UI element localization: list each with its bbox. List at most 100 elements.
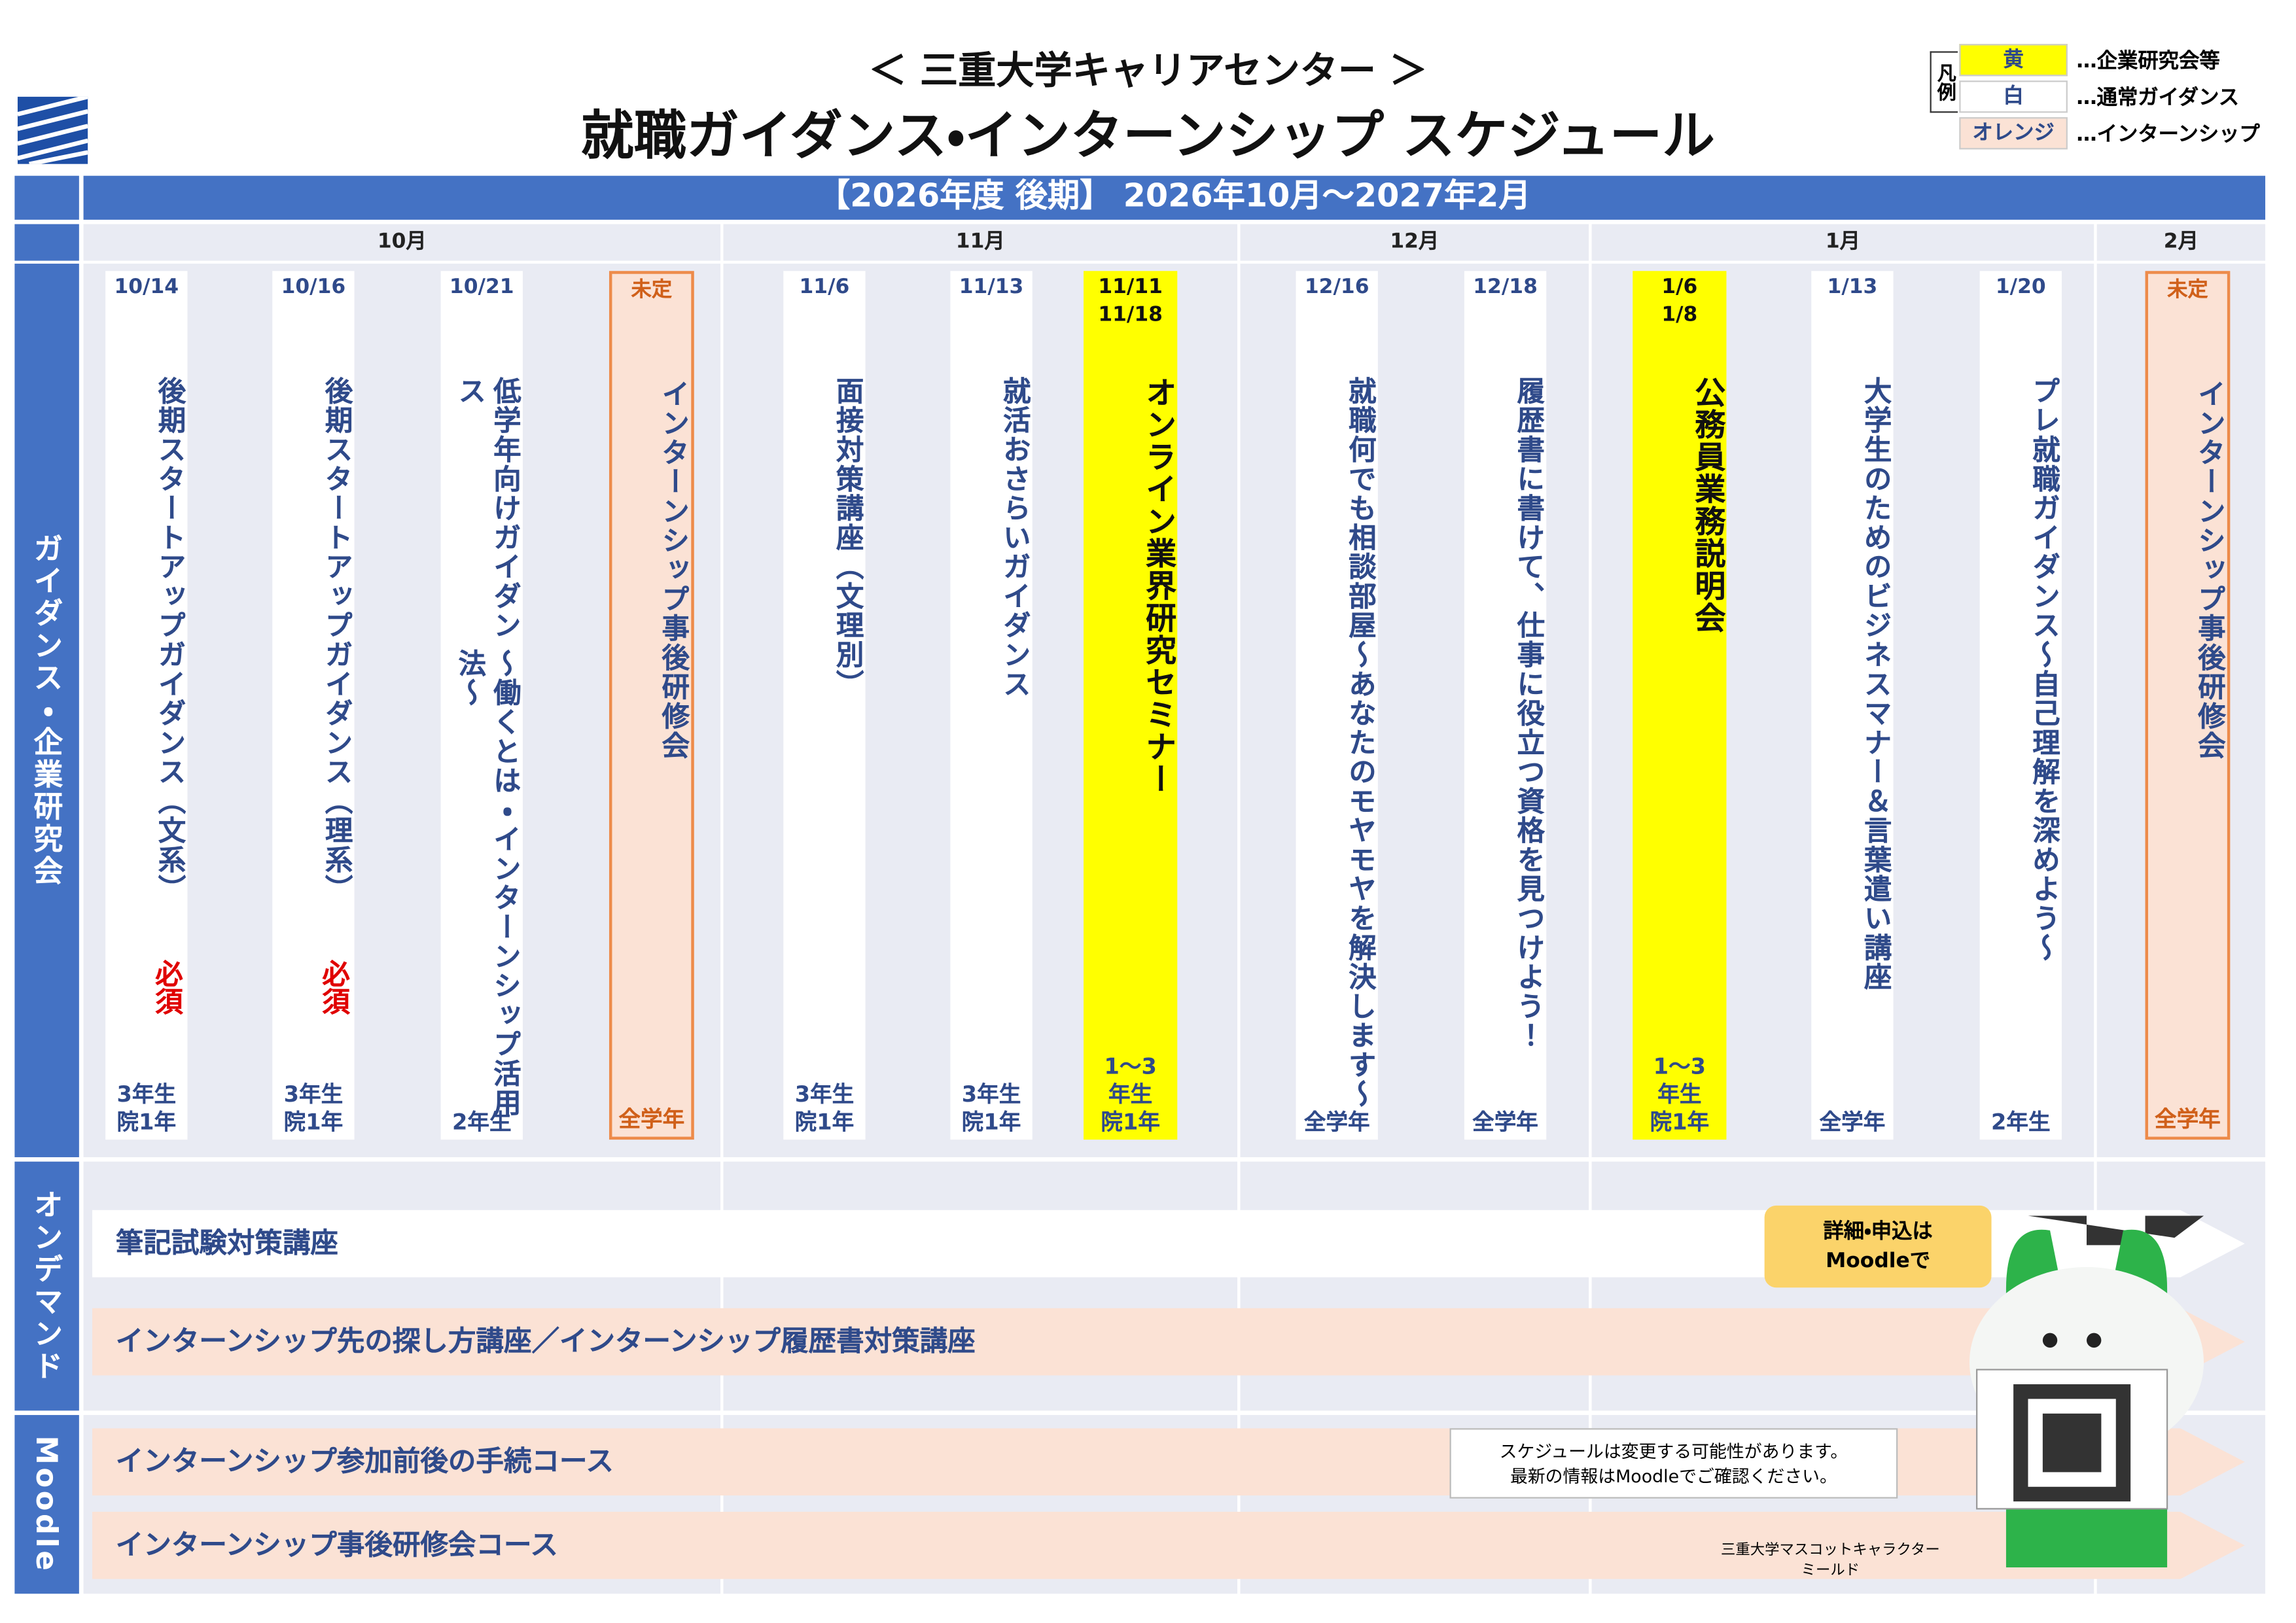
event-target: 全学年 (2148, 1106, 2227, 1134)
event-date: 11/11 11/18 (1084, 274, 1177, 330)
event-date: 1/20 (1980, 274, 2062, 302)
event-title: 面接対策講座（文理別） (783, 376, 865, 699)
target-line: 院1年 (1650, 1109, 1710, 1136)
moodle-course: インターンシップ参加前後の手続コース (92, 1428, 2245, 1496)
ondemand-course: インターンシップ先の探し方講座／インターンシップ履歴書対策講座 (92, 1308, 2245, 1376)
event-target: 3年生 院1年 (950, 1081, 1032, 1137)
target-line: 全学年 (618, 1106, 685, 1132)
event-card: 11/13 就活おさらいガイダンス 3年生 院1年 (950, 271, 1033, 1140)
legend-item: 白 …通常ガイダンス (1959, 78, 2259, 114)
legend-swatch: 白 (1959, 80, 2068, 113)
title-line: ～あなたのモヤモヤを解決します～ (1344, 640, 1377, 1109)
month: 1月 (1591, 224, 2094, 261)
event-target: 全学年 (1464, 1109, 1546, 1137)
target-line: 全学年 (1303, 1109, 1370, 1136)
event-target: 全学年 (1296, 1109, 1378, 1137)
event-title: インターンシップ事後研修会 (612, 379, 691, 760)
title-line: ～自己理解を深めよう～ (2028, 640, 2060, 963)
date-line: 1/8 (1661, 303, 1698, 327)
target-line: 院1年 (283, 1109, 344, 1136)
section-label: Moodle (14, 1415, 79, 1594)
event-target: 3年生 院1年 (783, 1081, 865, 1137)
event-card: 10/21 低学年向けガイダンス ～働くとは・インターンシップ活用法～ 2年生 (440, 271, 523, 1140)
event-date: 未定 (612, 277, 691, 305)
event-card: 11/11 11/18 オンライン業界研究セミナー 1～3 年生 院1年 (1084, 271, 1178, 1140)
mascot (1969, 1215, 2204, 1567)
event-target: 全学年 (1811, 1109, 1893, 1137)
target-line: 3年生 (961, 1081, 1021, 1108)
event-title: 公務員業務説明会 (1633, 376, 1727, 635)
event-date: 11/6 (783, 274, 865, 302)
caption-line: ミールド (1801, 1563, 1860, 1579)
title-line: 就活おさらいガイダンス (998, 376, 1031, 699)
event-target: 2年生 (441, 1109, 523, 1137)
target-line: 院1年 (116, 1109, 177, 1136)
date-line: 1/20 (1995, 275, 2046, 299)
event-title: 後期スタートアップガイダンス（文系） (105, 376, 187, 903)
target-line: 2年生 (452, 1109, 512, 1136)
period: 【2026年度 後期】 2026年10月～2027年2月 (83, 175, 2266, 220)
event-target: 3年生 院1年 (105, 1081, 187, 1137)
date-line: 11/18 (1098, 303, 1163, 327)
notice-line: スケジュールは変更する可能性があります。 (1499, 1441, 1848, 1462)
event-date: 10/16 (272, 274, 354, 302)
date-line: 12/16 (1304, 275, 1369, 299)
title-line: 後期スタートアップガイダンス（文系） (153, 376, 186, 904)
event-date: 12/18 (1464, 274, 1546, 302)
legend-desc: …インターンシップ (2076, 122, 2260, 146)
moodle-course: インターンシップ事後研修会コース (92, 1511, 2245, 1579)
legend-label: 凡例 (1930, 51, 1958, 113)
event-date: 未定 (2148, 277, 2227, 305)
event-card: 12/16 就職何でも相談部屋 ～あなたのモヤモヤを解決します～ 全学年 (1296, 271, 1378, 1140)
date-line: 10/14 (114, 275, 179, 299)
title-line: 後期スタートアップガイダンス（理系） (321, 376, 353, 904)
month: 11月 (723, 224, 1238, 261)
legend-swatch: 黄 (1959, 43, 2068, 76)
date-line: 11/11 (1098, 275, 1163, 299)
event-target: 2年生 (1980, 1109, 2062, 1137)
title-line: 就職何でも相談部屋 (1344, 376, 1377, 640)
target-line: 全学年 (1819, 1109, 1886, 1136)
title-line: プレ就職ガイダンス (2028, 376, 2060, 640)
notice-line: 最新の情報はMoodleでご確認ください。 (1510, 1466, 1837, 1487)
target-line: 2年生 (1991, 1109, 2051, 1136)
corner (14, 224, 79, 261)
target-line: 院1年 (794, 1109, 855, 1136)
legend: 黄 …企業研究会等白 …通常ガイダンス オレンジ …インターンシップ (1959, 41, 2260, 151)
title-line: 面接対策講座（文理別） (832, 376, 864, 699)
event-title: 履歴書に書けて、仕事に役立つ資格を見つけよう！ (1464, 376, 1546, 1050)
legend-item: 黄 …企業研究会等 (1959, 41, 2259, 78)
event-card: 未定インターンシップ事後研修会全学年 (609, 271, 694, 1140)
legend-swatch: オレンジ (1959, 116, 2068, 149)
title-line: インターンシップ事後研修会 (657, 379, 690, 761)
target-line: 3年生 (116, 1081, 177, 1108)
title-line: 公務員業務説明会 (1691, 376, 1727, 635)
event-card: 1/6 1/8 公務員業務説明会 1～3 年生 院1年 (1633, 271, 1727, 1140)
mascot-caption: 三重大学マスコットキャラクター ミールド (1713, 1541, 1947, 1582)
event-date: 1/6 1/8 (1633, 274, 1726, 330)
callout-line: Moodleで (1826, 1249, 1931, 1273)
title-line: 大学生のための (1860, 376, 1892, 582)
legend-desc: …企業研究会等 (2076, 49, 2220, 73)
target-line: 1～3 (1104, 1053, 1157, 1080)
event-title: 低学年向けガイダンス ～働くとは・インターンシップ活用法～ (441, 376, 523, 1140)
date-line: 未定 (2167, 278, 2208, 302)
legend-item: オレンジ …インターンシップ (1959, 114, 2260, 151)
event-date: 10/21 (441, 274, 523, 302)
event-title: 後期スタートアップガイダンス（理系） (272, 376, 354, 903)
event-target: 1～3 年生 院1年 (1633, 1053, 1726, 1137)
event-title: 大学生のための ビジネスマナー＆言葉遣い講座 (1811, 376, 1893, 991)
event-target: 全学年 (612, 1106, 691, 1134)
caption-line: 三重大学マスコットキャラクター (1720, 1542, 1940, 1559)
legend-desc: …通常ガイダンス (2076, 85, 2240, 109)
target-line: 全学年 (2155, 1106, 2221, 1132)
date-line: 未定 (631, 278, 673, 302)
date-line: 11/6 (799, 275, 850, 299)
month: 10月 (83, 224, 721, 261)
section-label: ガイダンス・企業研究会 (14, 264, 79, 1157)
event-title: 就職何でも相談部屋 ～あなたのモヤモヤを解決します～ (1296, 376, 1378, 1109)
date-line: 10/16 (281, 275, 346, 299)
subtitle: ＜ 三重大学キャリアセンター ＞ (868, 50, 1428, 94)
title-line: インターンシップ事後研修会 (2193, 379, 2226, 761)
